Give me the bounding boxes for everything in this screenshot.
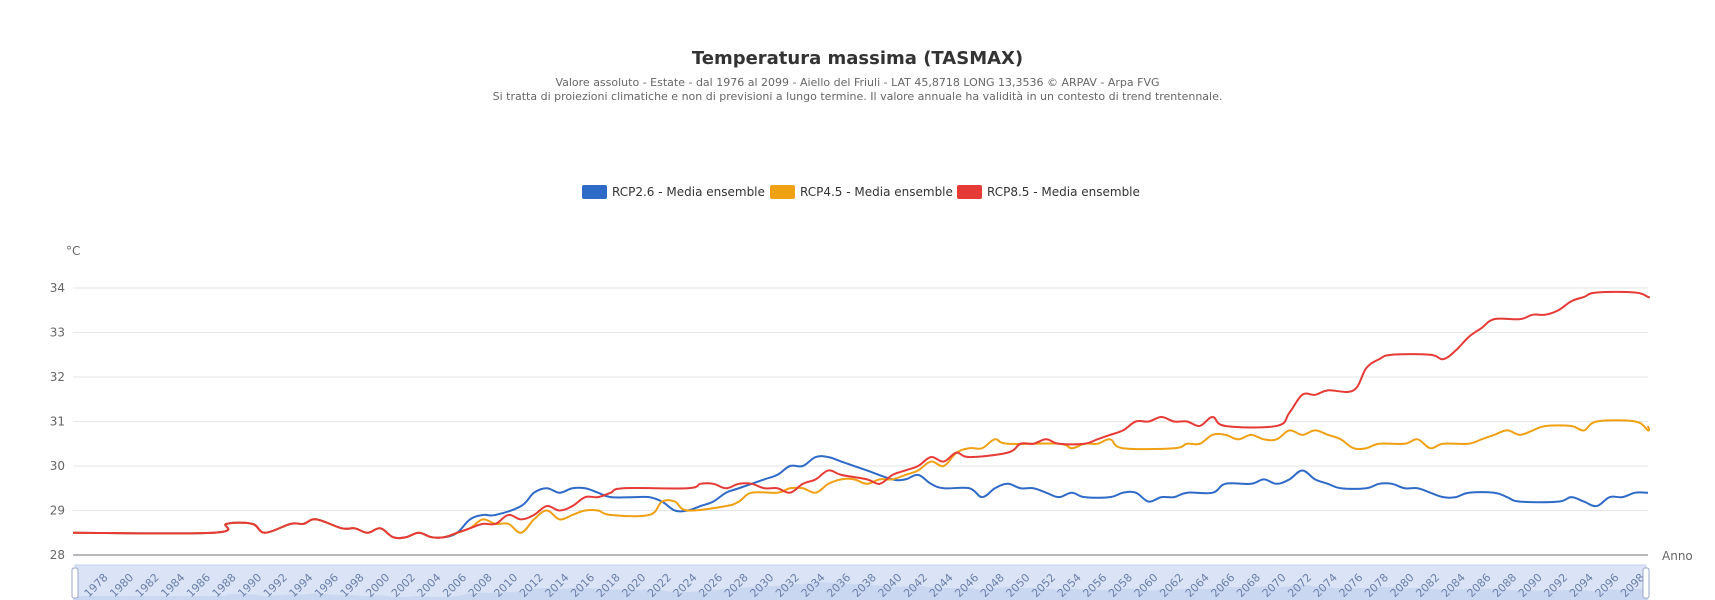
chart-title: Temperatura massima (TASMAX) [691,48,1024,69]
series-line-3 [72,290,1651,540]
grid [73,287,1648,556]
y-tick-label: 34 [50,281,65,295]
legend: RCP2.6 - Media ensemble RCP4.5 - Media en… [582,185,1140,199]
zoom-slider[interactable]: 1978198019821984198619881990199219941996… [71,564,1650,600]
y-tick-label: 28 [50,548,65,562]
x-axis-label: Anno [1662,549,1693,563]
zoom-handle-right[interactable] [1642,567,1650,599]
zoom-handle-left[interactable] [71,567,79,599]
chart-subtitle-1: Valore assoluto - Estate - dal 1976 al 2… [555,76,1160,89]
y-tick-label: 29 [50,504,65,518]
legend-item-2[interactable]: RCP4.5 - Media ensemble [800,185,953,199]
legend-item-3[interactable]: RCP8.5 - Media ensemble [987,185,1140,199]
chart-subtitle-2: Si tratta di proiezioni climatiche e non… [492,90,1223,103]
y-tick-label: 31 [50,415,65,429]
series-line-1 [72,455,1649,540]
legend-swatch-2 [770,185,795,199]
legend-item-1[interactable]: RCP2.6 - Media ensemble [612,185,765,199]
y-tick-label: 32 [50,370,65,384]
y-tick-label: 33 [50,326,65,340]
legend-swatch-3 [957,185,982,199]
legend-swatch-1 [582,185,607,199]
y-tick-label: 30 [50,459,65,473]
zoom-overview [73,582,1648,600]
y-axis: 28 29 30 31 32 33 34 [50,281,65,562]
series-lines [72,290,1651,540]
y-axis-label: °C [66,244,80,258]
